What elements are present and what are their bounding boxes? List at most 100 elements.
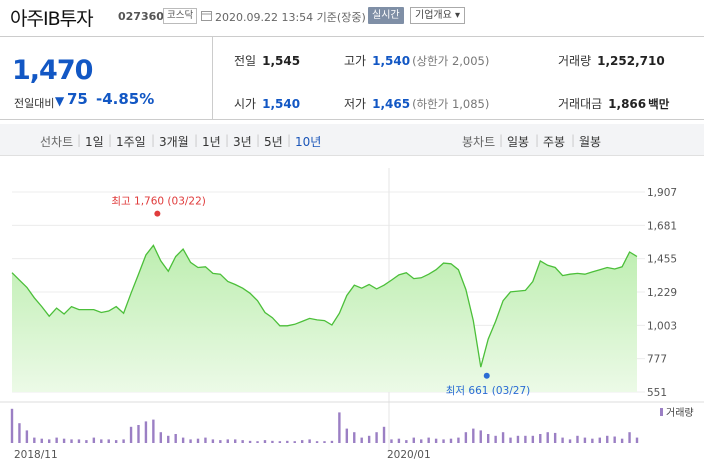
stat-sub: (상한가 2,005) [412,54,490,68]
divider: | [194,133,199,147]
volume-bar [62,438,66,443]
volume-bar [189,439,192,443]
high-marker [154,210,161,217]
volume-bar [226,439,229,443]
candle-option[interactable]: 일봉 [507,135,530,149]
volume-bar [107,439,110,443]
divider: | [225,133,230,147]
y-tick-label: 1,907 [647,187,677,199]
period-option-active[interactable]: 10년 [295,135,322,149]
divider: | [287,133,292,147]
volume-bar [509,437,512,443]
stat-value: 1,252,710 [597,54,665,68]
volume-bar [211,439,215,443]
volume-bar [286,440,289,443]
x-axis-ticks: 2018/11 2020/01 [14,449,431,461]
stat-label: 거래량 [558,54,592,68]
low-marker [483,372,490,379]
volume-legend-swatch [660,408,663,416]
volume-bar [152,419,155,443]
volume-bar [293,441,296,443]
volume-bar [345,428,349,443]
volume-bar [561,437,564,443]
volume-bar [494,435,497,443]
candle-option[interactable]: 월봉 [579,135,602,149]
volume-bar [114,440,118,443]
volume-bar [167,435,170,443]
period-option[interactable]: 1일 [85,135,104,149]
volume-bar [531,435,535,443]
market-badge: 코스닥 [163,8,198,24]
volume-bar [10,408,14,443]
divider: | [256,133,261,147]
stat-high: 고가 1,540 (상한가 2,005) [344,52,489,69]
period-option[interactable]: 5년 [264,135,283,149]
volume-bar [464,432,468,443]
price-area [11,244,638,392]
calendar-icon [201,11,212,21]
candle-chart-label: 봉차트 [462,135,496,149]
y-tick-label: 1,681 [647,220,677,232]
stock-header: 아주IB투자 027360 코스닥 2020.09.22 13:54 기준(장중… [0,0,704,34]
candle-option[interactable]: 주봉 [543,135,566,149]
volume-bar [434,438,438,443]
y-axis-ticks: 551 777 1,003 1,229 1,455 1,681 1,907 [647,187,677,399]
current-price: 1,470 [12,55,93,86]
volume-bar [635,437,639,443]
volume-bar [181,437,185,443]
company-overview-button[interactable]: 기업개요 ▾ [410,7,465,24]
realtime-button[interactable]: 실시간 [368,7,404,24]
volume-bar [591,438,594,443]
volume-bar [315,441,319,443]
volume-bar [40,438,43,443]
price-summary: 1,470 전일대비 ▼ 75 -4.85% 전일 1,545 시가 1,540 고… [0,36,704,120]
volume-bar [308,439,311,443]
volume-bar [479,430,482,443]
stat-volume: 거래량 1,252,710 [558,52,665,69]
stat-label: 저가 [344,97,367,111]
volume-bar [300,440,304,443]
volume-bar [457,437,460,443]
low-label: 최저 661 (03/27) [446,385,531,397]
change-rate: -4.85% [96,90,155,108]
volume-bar [628,432,631,443]
stat-value: 1,540 [262,97,301,111]
period-option[interactable]: 1주일 [116,135,146,149]
volume-bar [382,426,386,443]
y-tick-label: 777 [647,354,667,366]
stat-value: 1,866 [608,97,647,111]
price-area-fill [12,245,637,392]
volume-bar [100,439,103,443]
volume-bar [598,437,601,443]
volume-bar [159,432,163,443]
period-option[interactable]: 3년 [233,135,252,149]
price-chart[interactable]: 551 777 1,003 1,229 1,455 1,681 1,907 최고 1,760… [0,160,704,465]
period-option[interactable]: 1년 [202,135,221,149]
volume-bar [606,435,609,443]
period-option[interactable]: 3개월 [159,135,189,149]
volume-bar [323,441,326,443]
divider: | [571,133,576,147]
stock-name: 아주IB투자 [10,8,94,30]
volume-bar [92,437,96,443]
volume-bar [241,440,244,443]
volume-bar [367,435,371,443]
volume-bar [501,432,505,443]
y-tick-label: 1,455 [647,254,677,266]
volume-bar [620,438,624,443]
period-bar: 선차트 | 1일 | 1주일 | 3개월 | 1년 | 3년 | 5년 | 10… [0,124,704,156]
volume-bar [390,439,393,443]
volume-bar [85,440,88,443]
high-label: 최고 1,760 (03/22) [111,196,206,208]
volume-bar [129,426,133,443]
stat-sub: (하한가 1,085) [412,97,490,111]
volume-bars: 거래량 [10,407,694,443]
volume-legend-label: 거래량 [666,407,694,419]
volume-bar [33,437,36,443]
divider: | [499,133,504,147]
volume-bar [70,439,73,443]
base-date: 2020.09.22 13:54 기준(장중) [215,11,366,24]
volume-bar [360,437,363,443]
stat-label: 전일 [234,54,257,68]
volume-bar [472,428,475,443]
